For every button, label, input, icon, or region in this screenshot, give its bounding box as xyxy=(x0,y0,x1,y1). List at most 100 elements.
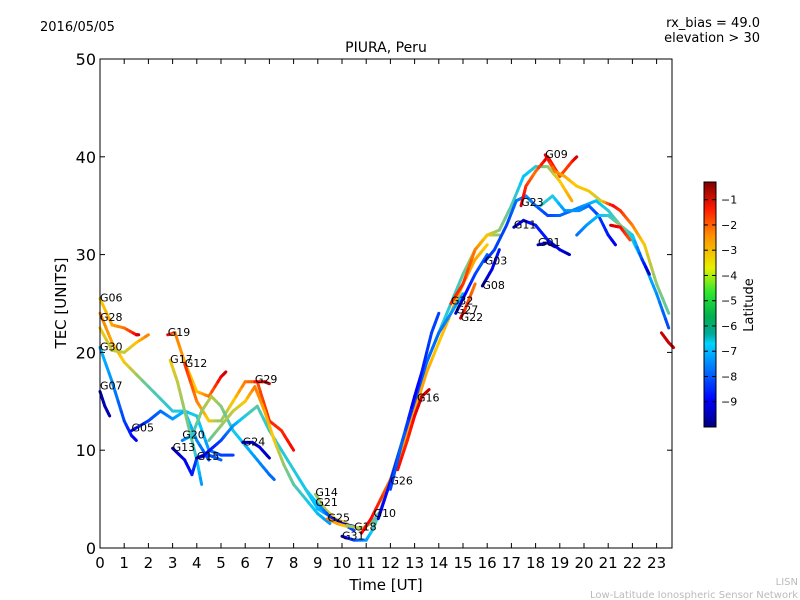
series-segment xyxy=(258,390,265,403)
colorbar-tick-label: −8 xyxy=(721,370,737,383)
x-tick-label: 21 xyxy=(599,554,618,572)
plot-frame xyxy=(99,58,673,549)
satellite-label: G11 xyxy=(514,218,537,231)
series-segment xyxy=(664,317,671,330)
series-segment xyxy=(198,476,204,486)
x-tick-label: 0 xyxy=(95,554,105,572)
series-segment xyxy=(470,248,477,260)
series-g09 xyxy=(543,153,671,315)
x-tick-label: 8 xyxy=(289,554,299,572)
x-tick-label: 17 xyxy=(502,554,521,572)
satellite-label: G27 xyxy=(456,303,479,316)
series-g03 xyxy=(483,194,671,330)
series-segment xyxy=(201,431,208,444)
series-g13 xyxy=(171,446,223,477)
series-segment xyxy=(670,344,676,350)
x-tick-label: 7 xyxy=(265,554,275,572)
series-segment xyxy=(349,527,356,532)
satellite-label: G24 xyxy=(243,435,266,448)
satellite-label: G05 xyxy=(131,422,154,435)
series-segment xyxy=(551,244,557,249)
satellite-label: G28 xyxy=(100,311,123,324)
series-g29b xyxy=(207,385,332,526)
y-tick-label: 0 xyxy=(86,539,96,558)
series-segment xyxy=(379,498,386,511)
series-segment xyxy=(298,478,308,491)
series-segment xyxy=(310,497,320,511)
series-g29 xyxy=(253,380,271,386)
satellite-label: G23 xyxy=(521,196,544,209)
series-g31 xyxy=(340,165,574,542)
series-segment xyxy=(407,419,414,433)
colorbar-ticks: −1 −2 −3 −4 −5 −6 −7 −8 −9 xyxy=(704,194,737,409)
series-segment xyxy=(204,440,211,452)
colorbar-tick-label: −1 xyxy=(721,194,737,207)
satellite-label: G17 xyxy=(170,353,193,366)
colorbar-tick-label: −4 xyxy=(721,269,737,282)
series-segment xyxy=(482,243,489,250)
x-tick-label: 13 xyxy=(405,554,424,572)
series-segment xyxy=(104,363,111,375)
x-tick-label: 18 xyxy=(526,554,545,572)
series-g16b xyxy=(388,311,441,491)
series-g06 xyxy=(98,297,141,337)
series-segment xyxy=(110,380,117,394)
satellite-label: G18 xyxy=(354,520,377,533)
series-segment xyxy=(464,265,471,277)
satellite-label: G25 xyxy=(327,512,350,525)
y-tick-label: 40 xyxy=(76,148,96,167)
series-segment xyxy=(482,253,489,261)
satellite-label: G01 xyxy=(538,236,561,249)
y-axis: 0 10 20 30 40 50 xyxy=(76,50,672,558)
x-tick-label: 14 xyxy=(429,554,448,572)
series-segment xyxy=(183,362,190,375)
satellite-label: G21 xyxy=(315,496,338,509)
series-segment xyxy=(98,346,105,358)
colorbar-tick-label: −9 xyxy=(721,396,737,409)
series-segment xyxy=(435,311,441,320)
series-segment xyxy=(133,437,138,442)
colorbar-tick-label: −3 xyxy=(721,244,737,257)
series-segment xyxy=(664,304,671,315)
series-g01c xyxy=(575,213,651,276)
series-segment xyxy=(391,463,398,479)
series-segment xyxy=(280,448,290,462)
satellite-label: G15 xyxy=(197,450,220,463)
series-segment xyxy=(394,451,401,467)
satellite-label: G13 xyxy=(173,441,196,454)
series-segment xyxy=(458,292,465,301)
series-g07b xyxy=(98,390,112,418)
x-axis-label: Time [UT] xyxy=(348,576,422,594)
series-segment xyxy=(425,341,431,354)
series-segment xyxy=(397,438,404,455)
series-g24 xyxy=(241,440,271,460)
x-tick-label: 20 xyxy=(574,554,593,572)
series-segment xyxy=(107,371,114,384)
series-segment xyxy=(495,248,501,257)
series-segment xyxy=(401,438,408,452)
satellite-label: G14 xyxy=(315,486,338,499)
series-segment xyxy=(574,155,579,160)
x-tick-label: 19 xyxy=(550,554,569,572)
x-axis: 0 1 2 3 4 5 6 7 8 9 10 11 12 13 14 15 16 17 18 19 20 21 22 23 xyxy=(95,59,666,572)
series-g01b xyxy=(538,194,617,247)
series-segment xyxy=(325,519,332,526)
x-tick-label: 10 xyxy=(332,554,351,572)
y-tick-label: 20 xyxy=(76,343,96,362)
x-tick-label: 5 xyxy=(216,554,226,572)
x-tick-label: 12 xyxy=(381,554,400,572)
x-tick-label: 1 xyxy=(119,554,129,572)
series-segment xyxy=(404,429,411,442)
series-g01e xyxy=(659,331,676,350)
series-segment xyxy=(388,475,395,491)
series-segment xyxy=(420,360,426,374)
series-segment xyxy=(416,390,423,403)
satellite-label: G10 xyxy=(373,507,396,520)
rx-bias-annotation: rx_bias = 49.0 xyxy=(666,16,760,31)
date-label: 2016/05/05 xyxy=(40,20,115,35)
series-segment xyxy=(101,354,108,367)
series-segment xyxy=(261,399,268,413)
series-segment xyxy=(419,380,426,394)
series-segment xyxy=(407,405,414,420)
